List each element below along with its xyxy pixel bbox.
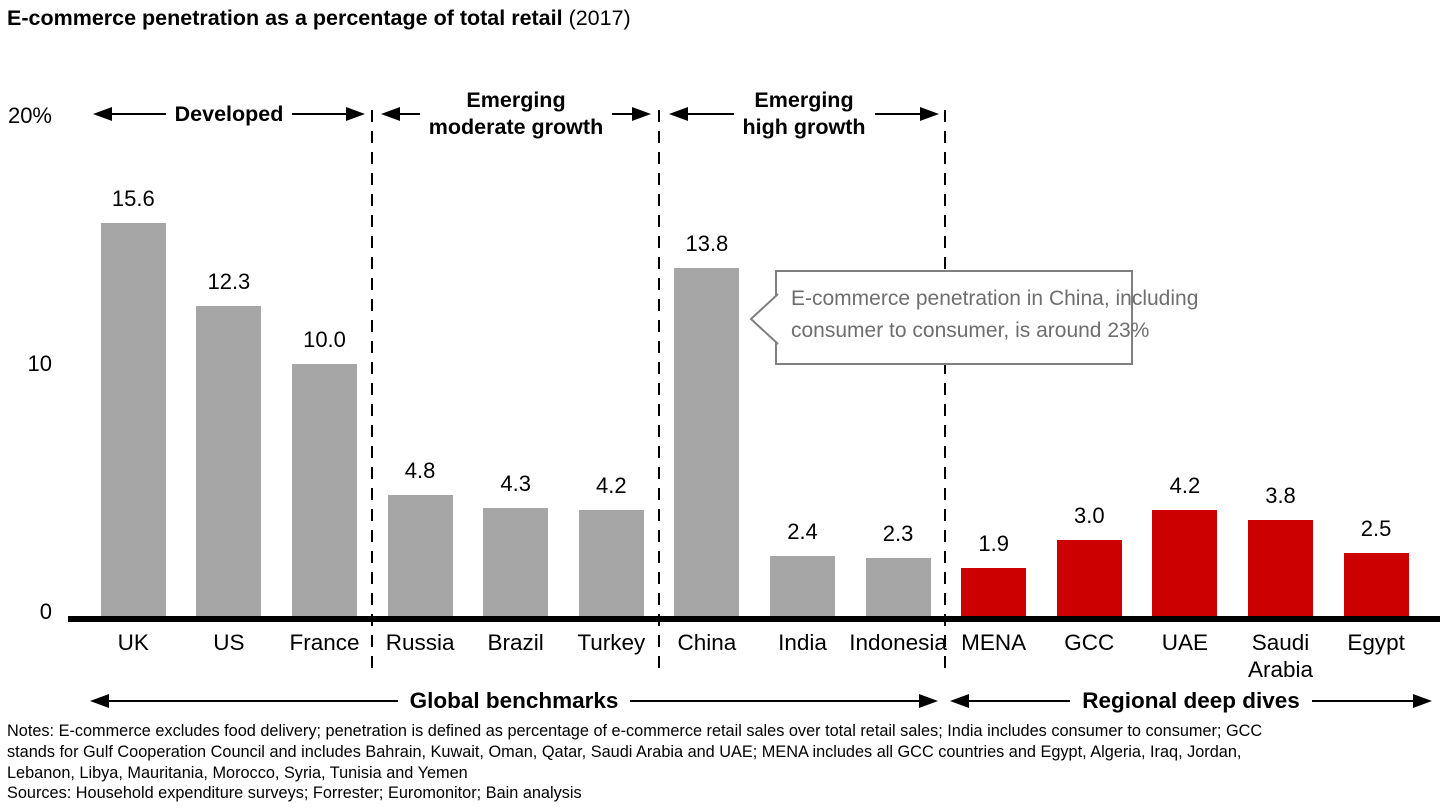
arrow-line bbox=[112, 113, 166, 115]
value-label-egypt: 2.5 bbox=[1360, 516, 1392, 541]
category-label-india: India bbox=[778, 630, 827, 655]
section-header-label: Developed bbox=[174, 101, 284, 126]
arrow-line bbox=[874, 113, 920, 115]
bar-egypt bbox=[1343, 553, 1409, 616]
bar-uae bbox=[1152, 510, 1218, 616]
notes-line-1: Notes: E-commerce excludes food delivery… bbox=[7, 722, 1263, 740]
arrow-left-icon bbox=[669, 107, 688, 121]
category-label-brazil: Brazil bbox=[487, 630, 544, 655]
bar-mena bbox=[961, 568, 1027, 616]
category-label-russia: Russia bbox=[385, 630, 455, 655]
value-label-russia: 4.8 bbox=[404, 458, 436, 483]
arrow-left-icon bbox=[93, 107, 112, 121]
arrow-line bbox=[612, 113, 632, 115]
bar-turkey bbox=[578, 510, 644, 616]
category-label-indonesia: Indonesia bbox=[849, 630, 947, 655]
category-label-france: France bbox=[289, 630, 360, 655]
section-header-emerging-high-growth: Emerging high growth bbox=[669, 84, 939, 144]
category-label-uk: UK bbox=[117, 630, 149, 655]
value-label-uae: 4.2 bbox=[1169, 473, 1201, 498]
arrow-right-icon bbox=[919, 694, 939, 708]
category-label-china: China bbox=[677, 630, 737, 655]
page-title: E-commerce penetration as a percentage o… bbox=[7, 6, 631, 31]
notes-line-3: Lebanon, Libya, Mauritania, Morocco, Syr… bbox=[7, 763, 468, 782]
value-label-mena: 1.9 bbox=[978, 531, 1009, 556]
value-label-saudi-arabia: 3.8 bbox=[1265, 483, 1296, 508]
arrow-line bbox=[630, 700, 920, 702]
section-header-label: Emerging high growth bbox=[742, 88, 866, 139]
bar-china bbox=[674, 268, 740, 616]
arrow-right-icon bbox=[346, 107, 366, 121]
category-label-mena: MENA bbox=[961, 630, 1027, 655]
section-header-emerging-moderate-growth: Emerging moderate growth bbox=[381, 84, 651, 144]
sources-line: Sources: Household expenditure surveys; … bbox=[7, 784, 582, 803]
callout-text-line-1: E-commerce penetration in China, includi… bbox=[791, 287, 1199, 310]
bar-indonesia bbox=[865, 558, 931, 616]
arrow-right-icon bbox=[920, 107, 939, 121]
y-axis-label-0: 0 bbox=[39, 599, 52, 624]
callout-china: E-commerce penetration in China, includi… bbox=[749, 270, 1199, 365]
section-header-label: Emerging moderate growth bbox=[428, 88, 604, 139]
y-axis-label-10: 10 bbox=[27, 351, 52, 376]
arrow-line bbox=[109, 700, 398, 702]
bar-india bbox=[770, 556, 835, 616]
footnotes: Notes: E-commerce excludes food delivery… bbox=[7, 721, 1262, 804]
category-label-uae: UAE bbox=[1161, 630, 1209, 655]
title-year: (2017) bbox=[562, 6, 631, 30]
bar-us bbox=[196, 306, 262, 616]
category-label-us: US bbox=[213, 630, 245, 655]
bottom-section-label: Regional deep dives bbox=[1082, 688, 1300, 713]
bar-uk bbox=[100, 223, 166, 616]
arrow-left-icon bbox=[90, 694, 109, 708]
arrow-line bbox=[292, 113, 347, 115]
arrow-left-icon bbox=[381, 107, 400, 121]
arrow-line bbox=[1311, 700, 1413, 702]
arrow-line bbox=[969, 700, 1071, 702]
arrow-left-icon bbox=[950, 694, 969, 708]
arrow-right-icon bbox=[1413, 694, 1432, 708]
value-label-turkey: 4.2 bbox=[596, 473, 627, 498]
value-label-brazil: 4.3 bbox=[500, 471, 531, 496]
bar-russia bbox=[387, 495, 453, 616]
divider-dashed-line-1 bbox=[370, 110, 373, 676]
callout-text-line-2: consumer to consumer, is around 23% bbox=[791, 319, 1150, 342]
bottom-section-global-benchmarks: Global benchmarks bbox=[90, 686, 939, 716]
bottom-section-label: Global benchmarks bbox=[409, 688, 619, 713]
value-label-india: 2.4 bbox=[787, 519, 818, 544]
value-label-gcc: 3.0 bbox=[1074, 503, 1105, 528]
value-label-us: 12.3 bbox=[207, 269, 251, 294]
bar-france bbox=[292, 364, 357, 616]
divider-dashed-line-3 bbox=[944, 110, 946, 676]
category-label-saudi-arabia: Saudi Arabia bbox=[1247, 630, 1314, 682]
divider-dashed-line-2 bbox=[658, 110, 660, 676]
value-label-france: 10.0 bbox=[303, 327, 346, 352]
category-label-gcc: GCC bbox=[1064, 630, 1115, 655]
bar-gcc bbox=[1056, 540, 1122, 616]
x-axis-baseline bbox=[68, 616, 1440, 622]
callout-pointer-icon bbox=[749, 293, 779, 345]
bar-brazil bbox=[483, 508, 549, 616]
notes-line-2: stands for Gulf Cooperation Council and … bbox=[7, 742, 1242, 761]
bar-saudi-arabia bbox=[1248, 520, 1313, 616]
arrow-line bbox=[400, 113, 420, 115]
value-label-indonesia: 2.3 bbox=[882, 521, 914, 546]
value-label-china: 13.8 bbox=[685, 231, 729, 256]
bottom-section-regional-deep-dives: Regional deep dives bbox=[950, 686, 1432, 716]
section-header-developed: Developed bbox=[93, 84, 366, 144]
y-axis-label-20: 20% bbox=[7, 103, 52, 128]
value-label-uk: 15.6 bbox=[111, 186, 155, 211]
arrow-right-icon bbox=[632, 107, 651, 121]
title-main: E-commerce penetration as a percentage o… bbox=[7, 6, 563, 30]
arrow-line bbox=[688, 113, 734, 115]
category-label-turkey: Turkey bbox=[577, 630, 646, 655]
category-label-egypt: Egypt bbox=[1347, 630, 1405, 655]
